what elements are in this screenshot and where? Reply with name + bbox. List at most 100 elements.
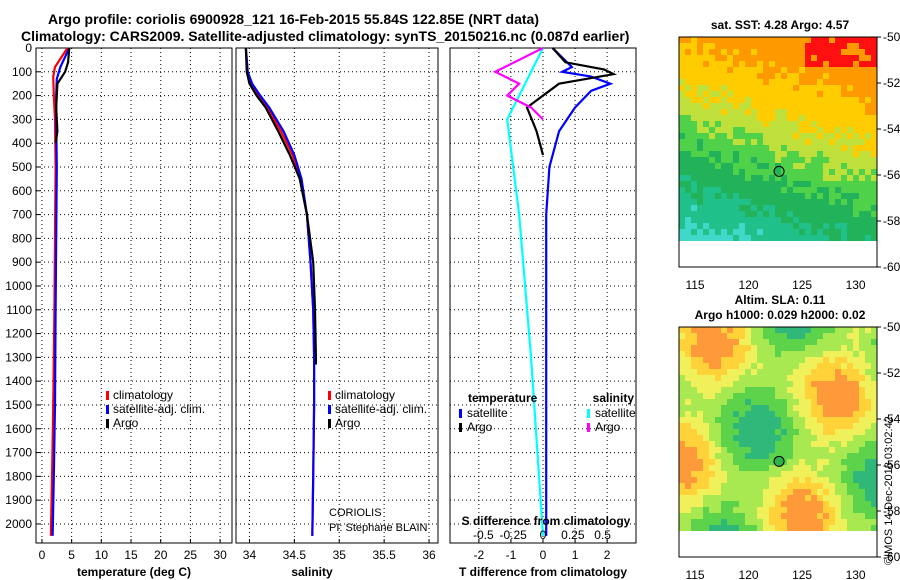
map-cell xyxy=(751,327,757,333)
map-cell xyxy=(691,501,697,507)
map-cell xyxy=(841,525,847,531)
map-cell xyxy=(709,351,715,357)
map-cell xyxy=(787,79,793,85)
figure-title-line1: Argo profile: coriolis 6900928_121 16-Fe… xyxy=(48,11,540,27)
map-cell xyxy=(763,91,769,97)
map-cell xyxy=(703,417,709,423)
map-cell xyxy=(715,223,721,229)
map-cell xyxy=(829,441,835,447)
map-cell xyxy=(715,507,721,513)
map-cell xyxy=(715,43,721,49)
map-cell xyxy=(853,501,859,507)
map-cell xyxy=(703,139,709,145)
map-cell xyxy=(679,519,685,525)
map-cell xyxy=(733,393,739,399)
map-cell xyxy=(871,495,877,501)
map-cell xyxy=(859,73,865,79)
map-cell xyxy=(793,423,799,429)
map-cell xyxy=(769,525,775,531)
map-cell xyxy=(793,411,799,417)
map-cell xyxy=(799,103,805,109)
map-cell xyxy=(823,351,829,357)
map-cell xyxy=(709,423,715,429)
map-cell xyxy=(835,61,841,67)
map-cell xyxy=(763,169,769,175)
map-cell xyxy=(841,121,847,127)
map-cell xyxy=(793,375,799,381)
legend-swatch xyxy=(328,391,331,400)
map-cell xyxy=(745,411,751,417)
map-cell xyxy=(817,453,823,459)
map-cell xyxy=(799,489,805,495)
map-cell xyxy=(841,447,847,453)
map-cell xyxy=(733,363,739,369)
map-cell xyxy=(715,423,721,429)
map-cell xyxy=(721,525,727,531)
map-cell xyxy=(745,217,751,223)
map-cell xyxy=(757,447,763,453)
map-cell xyxy=(739,109,745,115)
map-cell xyxy=(721,417,727,423)
map-cell xyxy=(685,205,691,211)
map-cell xyxy=(781,435,787,441)
map-cell xyxy=(685,217,691,223)
map-cell xyxy=(859,507,865,513)
map-cell xyxy=(805,351,811,357)
map-cell xyxy=(745,163,751,169)
map-cell xyxy=(853,363,859,369)
map-cell xyxy=(721,489,727,495)
map-cell xyxy=(787,43,793,49)
map-cell xyxy=(721,217,727,223)
map-cell xyxy=(709,61,715,67)
map-cell xyxy=(871,507,877,513)
map-cell xyxy=(811,223,817,229)
map-cell xyxy=(715,109,721,115)
map-cell xyxy=(721,61,727,67)
legend-swatch xyxy=(459,409,462,418)
map-cell xyxy=(835,151,841,157)
y-tick-label: 400 xyxy=(12,136,32,150)
map-cell xyxy=(781,417,787,423)
map-cell xyxy=(799,67,805,73)
map-cell xyxy=(727,85,733,91)
map-cell xyxy=(763,351,769,357)
map-cell xyxy=(739,187,745,193)
map-cell xyxy=(679,495,685,501)
map-cell xyxy=(703,37,709,43)
map-cell xyxy=(709,525,715,531)
map-cell xyxy=(805,507,811,513)
map-cell xyxy=(739,375,745,381)
map-cell xyxy=(805,163,811,169)
map-cell xyxy=(757,405,763,411)
map-cell xyxy=(859,495,865,501)
map-cell xyxy=(769,507,775,513)
map-cell xyxy=(763,465,769,471)
map-cell xyxy=(709,363,715,369)
map-cell xyxy=(697,495,703,501)
map-cell xyxy=(763,163,769,169)
map-cell xyxy=(691,211,697,217)
map-cell xyxy=(757,235,763,241)
map-cell xyxy=(841,73,847,79)
map-cell xyxy=(811,193,817,199)
map-cell xyxy=(793,525,799,531)
map-cell xyxy=(865,459,871,465)
map-cell xyxy=(799,163,805,169)
map-cell xyxy=(751,369,757,375)
map-cell xyxy=(715,49,721,55)
map-cell xyxy=(787,489,793,495)
map-cell xyxy=(865,507,871,513)
map-cell xyxy=(829,453,835,459)
map-cell xyxy=(745,525,751,531)
map-cell xyxy=(841,97,847,103)
map-cell xyxy=(703,339,709,345)
map-cell xyxy=(781,151,787,157)
map-cell xyxy=(751,399,757,405)
map-cell xyxy=(685,121,691,127)
map-cell xyxy=(685,429,691,435)
map-cell xyxy=(721,49,727,55)
map-cell xyxy=(811,175,817,181)
map-cell xyxy=(721,169,727,175)
legend-swatch xyxy=(106,405,109,414)
map-cell xyxy=(721,85,727,91)
